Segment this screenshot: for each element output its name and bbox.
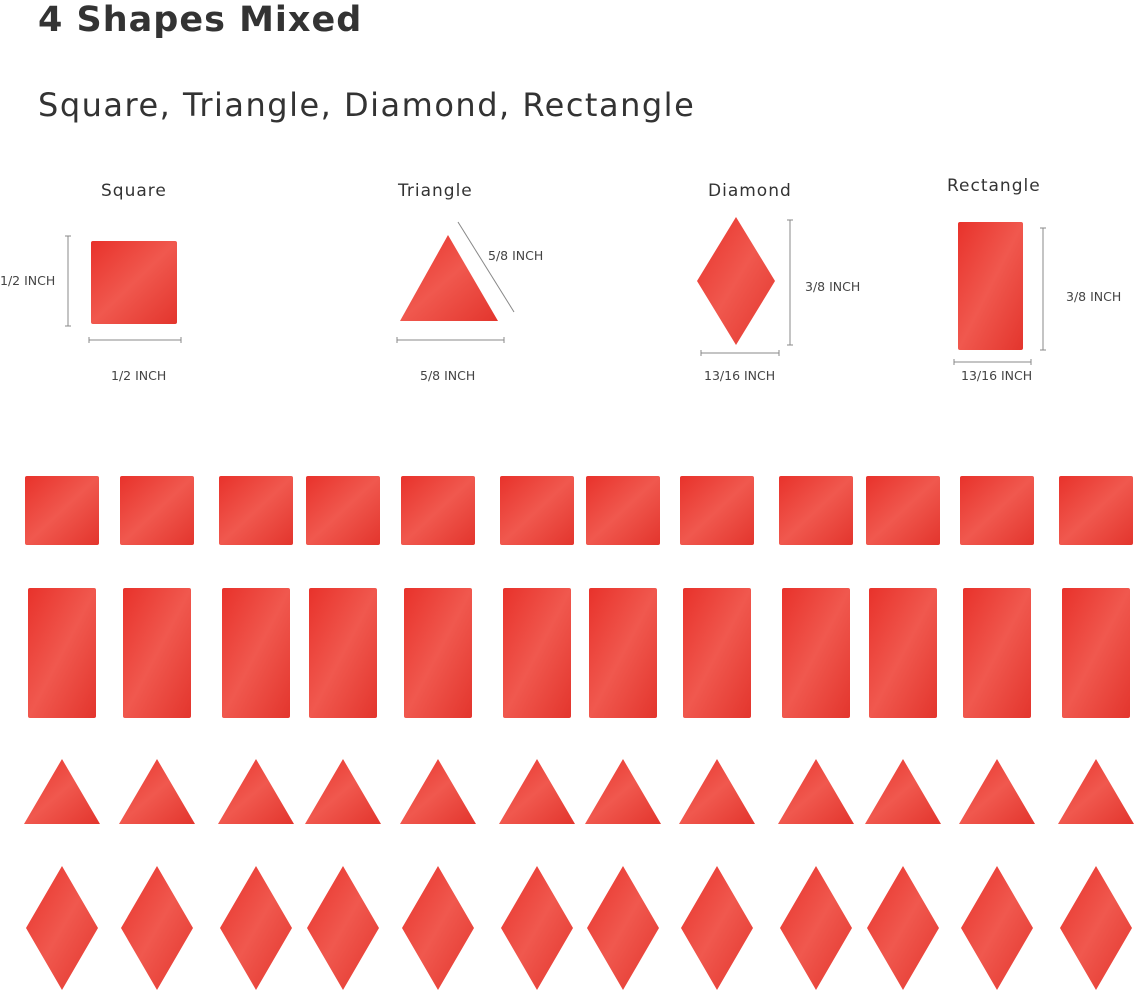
triangle-side-dim: 5/8 INCH	[488, 248, 544, 263]
triangle-tile	[865, 759, 941, 824]
triangle-tile	[218, 759, 294, 824]
rectangle-tile	[1062, 588, 1130, 718]
triangle-tile	[679, 759, 755, 824]
triangle-width-dim: 5/8 INCH	[420, 368, 476, 383]
triangle-tile	[119, 759, 195, 824]
triangle-tile	[959, 759, 1035, 824]
diamond-tile	[307, 866, 379, 990]
square-tile	[586, 476, 660, 545]
square-height-line	[65, 235, 71, 327]
triangle-side-line	[457, 221, 515, 313]
square-tile	[1059, 476, 1133, 545]
square-tile	[120, 476, 194, 545]
triangle-tile	[305, 759, 381, 824]
diamond-tile	[220, 866, 292, 990]
square-tile	[219, 476, 293, 545]
rectangle-tile	[503, 588, 571, 718]
diamond-width-dim: 13/16 INCH	[704, 368, 776, 383]
diamond-tile	[961, 866, 1033, 990]
page-title: 4 Shapes Mixed	[38, 0, 363, 40]
triangle-sample	[400, 235, 498, 321]
square-width-line	[88, 337, 182, 343]
diamond-tile	[402, 866, 474, 990]
triangle-width-line	[396, 337, 505, 343]
rectangle-height-line	[1040, 227, 1046, 351]
rectangle-width-dim: 13/16 INCH	[961, 368, 1033, 383]
diamond-tile	[501, 866, 573, 990]
rectangle-height-dim: 3/8 INCH	[1066, 289, 1122, 304]
triangle-tile	[778, 759, 854, 824]
square-tile	[401, 476, 475, 545]
square-tile	[25, 476, 99, 545]
rectangle-sample	[958, 222, 1023, 350]
rectangle-tile	[309, 588, 377, 718]
diamond-height-dim: 3/8 INCH	[805, 279, 861, 294]
diamond-tile	[587, 866, 659, 990]
rectangle-tile	[869, 588, 937, 718]
square-tile	[306, 476, 380, 545]
triangle-tile	[585, 759, 661, 824]
rectangle-label: Rectangle	[947, 176, 1041, 196]
square-sample	[91, 241, 177, 324]
diamond-tile	[1060, 866, 1132, 990]
square-tile	[500, 476, 574, 545]
rectangle-tile	[404, 588, 472, 718]
rectangle-tile	[782, 588, 850, 718]
square-tile	[680, 476, 754, 545]
diamond-sample	[697, 217, 775, 345]
rectangle-tile	[683, 588, 751, 718]
square-width-dim: 1/2 INCH	[111, 368, 167, 383]
diamond-tile	[26, 866, 98, 990]
rectangle-tile	[963, 588, 1031, 718]
diamond-tile	[121, 866, 193, 990]
diamond-tile	[867, 866, 939, 990]
triangle-tile	[499, 759, 575, 824]
triangle-label: Triangle	[398, 181, 473, 201]
square-tile	[779, 476, 853, 545]
diamond-label: Diamond	[708, 181, 792, 201]
diamond-tile	[780, 866, 852, 990]
square-height-dim: 1/2 INCH	[0, 273, 56, 288]
square-label: Square	[101, 181, 167, 201]
rectangle-width-line	[953, 359, 1032, 365]
triangle-tile	[400, 759, 476, 824]
square-tile	[960, 476, 1034, 545]
rectangle-tile	[123, 588, 191, 718]
diamond-width-line	[700, 350, 780, 356]
diamond-height-line	[787, 219, 793, 346]
triangle-tile	[1058, 759, 1134, 824]
rectangle-tile	[222, 588, 290, 718]
rectangle-tile	[589, 588, 657, 718]
rectangle-tile	[28, 588, 96, 718]
triangle-tile	[24, 759, 100, 824]
diamond-tile	[681, 866, 753, 990]
page-subtitle: Square, Triangle, Diamond, Rectangle	[38, 86, 696, 124]
square-tile	[866, 476, 940, 545]
